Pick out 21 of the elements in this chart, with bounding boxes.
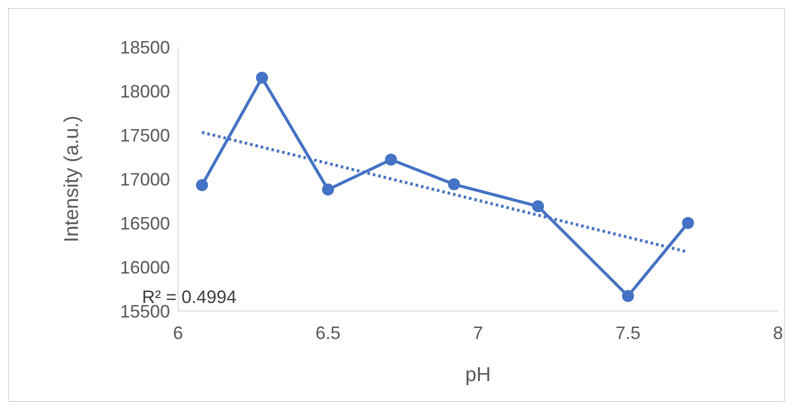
x-axis-title: pH bbox=[465, 364, 491, 386]
point bbox=[448, 178, 460, 190]
x-tick-label: 7.5 bbox=[615, 323, 641, 343]
y-tick-label: 16500 bbox=[120, 213, 170, 234]
y-tick-label: 17500 bbox=[120, 125, 170, 146]
y-axis-title: Intensity (a.u.) bbox=[61, 116, 83, 242]
y-tick-label: 18000 bbox=[120, 81, 170, 102]
x-tick-label: 7 bbox=[472, 323, 484, 343]
x-tick-label: 8 bbox=[772, 323, 784, 343]
y-tick-label: 16000 bbox=[120, 257, 170, 278]
point bbox=[532, 200, 544, 212]
y-tick-label: 18500 bbox=[120, 37, 170, 58]
point bbox=[682, 217, 694, 229]
point bbox=[322, 184, 334, 196]
point bbox=[622, 290, 634, 302]
point bbox=[256, 72, 268, 84]
x-tick-label: 6 bbox=[172, 323, 184, 343]
point bbox=[385, 154, 397, 166]
y-tick-label: 17000 bbox=[120, 169, 170, 190]
point bbox=[196, 179, 208, 192]
x-tick-label: 6.5 bbox=[315, 323, 341, 343]
